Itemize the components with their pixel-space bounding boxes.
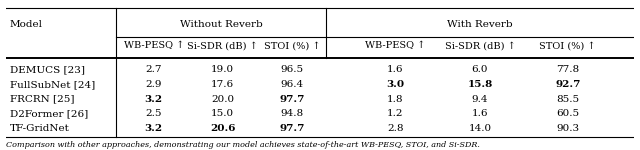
Text: 6.0: 6.0 <box>472 65 488 74</box>
Text: 14.0: 14.0 <box>468 124 492 133</box>
Text: 1.2: 1.2 <box>387 110 403 118</box>
Text: 17.6: 17.6 <box>211 80 234 89</box>
Text: 9.4: 9.4 <box>472 95 488 104</box>
Text: D2Former [26]: D2Former [26] <box>10 110 88 118</box>
Text: STOI (%) ↑: STOI (%) ↑ <box>540 41 596 50</box>
Text: DEMUCS [23]: DEMUCS [23] <box>10 65 84 74</box>
Text: 77.8: 77.8 <box>556 65 579 74</box>
Text: 2.7: 2.7 <box>145 65 162 74</box>
Text: 3.2: 3.2 <box>145 124 163 133</box>
Text: 1.6: 1.6 <box>472 110 488 118</box>
Text: 20.0: 20.0 <box>211 95 234 104</box>
Text: Without Reverb: Without Reverb <box>180 20 262 29</box>
Text: 97.7: 97.7 <box>279 124 305 133</box>
Text: 1.6: 1.6 <box>387 65 403 74</box>
Text: 85.5: 85.5 <box>556 95 579 104</box>
Text: 94.8: 94.8 <box>280 110 303 118</box>
Text: Si-SDR (dB) ↑: Si-SDR (dB) ↑ <box>188 41 258 50</box>
Text: 3.2: 3.2 <box>145 95 163 104</box>
Text: Comparison with other approaches, demonstrating our model achieves state-of-the-: Comparison with other approaches, demons… <box>6 141 480 149</box>
Text: WB-PESQ ↑: WB-PESQ ↑ <box>365 41 426 50</box>
Text: 15.8: 15.8 <box>467 80 493 89</box>
Text: 3.0: 3.0 <box>386 80 404 89</box>
Text: STOI (%) ↑: STOI (%) ↑ <box>264 41 320 50</box>
Text: 92.7: 92.7 <box>555 80 580 89</box>
Text: 15.0: 15.0 <box>211 110 234 118</box>
Text: 2.9: 2.9 <box>145 80 162 89</box>
Text: 20.6: 20.6 <box>210 124 236 133</box>
Text: 97.7: 97.7 <box>279 95 305 104</box>
Text: Model: Model <box>10 20 42 29</box>
Text: 19.0: 19.0 <box>211 65 234 74</box>
Text: 96.4: 96.4 <box>280 80 303 89</box>
Text: 90.3: 90.3 <box>556 124 579 133</box>
Text: 2.5: 2.5 <box>145 110 162 118</box>
Text: 96.5: 96.5 <box>280 65 303 74</box>
Text: 2.8: 2.8 <box>387 124 403 133</box>
Text: With Reverb: With Reverb <box>447 20 513 29</box>
Text: FullSubNet [24]: FullSubNet [24] <box>10 80 95 89</box>
Text: 60.5: 60.5 <box>556 110 579 118</box>
Text: FRCRN [25]: FRCRN [25] <box>10 95 74 104</box>
Text: WB-PESQ ↑: WB-PESQ ↑ <box>124 41 184 50</box>
Text: Si-SDR (dB) ↑: Si-SDR (dB) ↑ <box>445 41 515 50</box>
Text: TF-GridNet: TF-GridNet <box>10 124 69 133</box>
Text: 1.8: 1.8 <box>387 95 403 104</box>
